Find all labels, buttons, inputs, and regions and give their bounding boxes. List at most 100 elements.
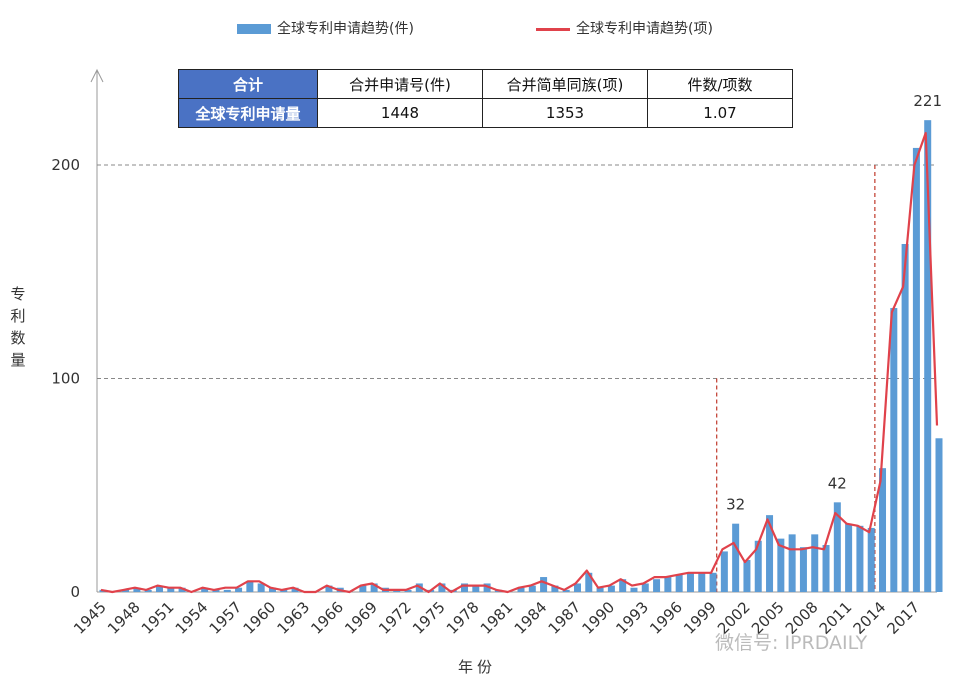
bar-2008 <box>811 534 819 592</box>
x-tick-label: 1957 <box>206 598 246 638</box>
bar-1960 <box>268 587 276 592</box>
bar-1954 <box>201 587 209 592</box>
summary-table: 合计 合并申请号(件) 合并简单同族(项) 件数/项数 全球专利申请量 1448… <box>178 69 793 128</box>
bar-1947 <box>122 589 130 592</box>
x-axis-label: 年份 <box>458 658 497 676</box>
bar-2010 <box>833 502 841 592</box>
x-tick-label: 1972 <box>375 598 415 638</box>
bar-1962 <box>291 587 299 592</box>
watermark: 微信号: IPRDAILY <box>715 632 868 654</box>
x-tick-label: 1984 <box>511 598 551 638</box>
bar-1965 <box>325 585 333 592</box>
bar-2007 <box>799 547 807 592</box>
bar-1989 <box>596 587 604 592</box>
x-tick-label: 1990 <box>578 598 618 638</box>
bar-1995 <box>664 577 672 592</box>
x-tick-label: 1996 <box>646 598 686 638</box>
x-tick-label: 1945 <box>70 598 110 638</box>
y-tick-label: 100 <box>51 370 80 388</box>
x-tick-label: 1966 <box>307 598 347 638</box>
bar-1951 <box>167 587 175 592</box>
bar-1959 <box>257 583 265 592</box>
bar-2015 <box>890 308 898 592</box>
bar-1957 <box>235 587 243 592</box>
bar-1982 <box>517 587 525 592</box>
bar-1984 <box>540 577 548 592</box>
summary-value-ratio: 1.07 <box>647 98 793 128</box>
bar-1958 <box>246 581 254 592</box>
bar-1977 <box>461 583 469 592</box>
bar-1999 <box>709 572 717 592</box>
bar-1996 <box>675 574 683 592</box>
summary-value-families: 1353 <box>482 98 648 128</box>
bar-2019 <box>935 438 943 592</box>
bar-1952 <box>178 587 186 592</box>
x-tick-label: 1960 <box>240 598 280 638</box>
bar-1991 <box>619 579 627 592</box>
bar-2006 <box>788 534 796 592</box>
legend-line-swatch <box>536 27 570 31</box>
bar-2002 <box>743 559 751 592</box>
x-tick-label: 1978 <box>443 598 483 638</box>
bar-2014 <box>879 468 887 592</box>
bar-1969 <box>370 583 378 592</box>
bar-1997 <box>686 572 694 592</box>
y-axis-arrow <box>90 68 104 83</box>
legend-line-entry: 全球专利申请趋势(项) <box>536 18 713 38</box>
bar-2016 <box>901 243 909 592</box>
y-tick-label: 0 <box>70 583 80 601</box>
legend-bar-entry: 全球专利申请趋势(件) <box>237 18 414 38</box>
x-tick-label: 1993 <box>612 598 652 638</box>
data-label-2018: 221 <box>913 92 942 110</box>
summary-header-merged-app: 合并申请号(件) <box>317 69 483 99</box>
bar-2005 <box>777 538 785 592</box>
summary-header-ratio: 件数/项数 <box>647 69 793 99</box>
x-tick-label: 1981 <box>477 598 517 638</box>
bar-1975 <box>438 583 446 592</box>
bar-1998 <box>698 572 706 592</box>
legend-bar-label: 全球专利申请趋势(件) <box>277 21 414 37</box>
bar-2018 <box>924 120 932 592</box>
bar-1979 <box>483 583 491 592</box>
x-tick-label: 1969 <box>341 598 381 638</box>
bar-1992 <box>630 587 638 592</box>
summary-value-applications: 1448 <box>317 98 483 128</box>
bar-2012 <box>856 525 864 592</box>
bar-1983 <box>528 585 536 592</box>
bar-1990 <box>607 585 615 592</box>
x-tick-label: 2017 <box>884 598 924 638</box>
bar-2011 <box>845 523 853 592</box>
series-line-items <box>100 131 939 594</box>
bar-1987 <box>573 583 581 592</box>
y-axis-label: 专利数量 <box>10 285 26 369</box>
bar-1949 <box>144 589 152 592</box>
bar-1968 <box>359 585 367 592</box>
y-tick-label: 200 <box>51 156 80 174</box>
x-tick-label: 1948 <box>104 598 144 638</box>
x-tick-label: 1975 <box>409 598 449 638</box>
bar-1950 <box>155 585 163 592</box>
bar-1988 <box>585 572 593 592</box>
summary-row-label: 全球专利申请量 <box>178 98 318 128</box>
bar-2001 <box>732 523 740 592</box>
bar-1972 <box>404 589 412 592</box>
x-tick-label: 1987 <box>545 598 585 638</box>
summary-data-row: 全球专利申请量 1448 1353 1.07 <box>178 98 793 128</box>
data-label-2001: 32 <box>726 496 745 514</box>
bar-1955 <box>212 589 220 592</box>
bar-2017 <box>912 147 920 593</box>
x-tick-label: 1954 <box>172 598 212 638</box>
bar-2000 <box>720 551 728 592</box>
summary-header-merged-family: 合并简单同族(项) <box>482 69 648 99</box>
x-tick-label: 1951 <box>138 598 178 638</box>
bar-1993 <box>641 583 649 592</box>
x-tick-label: 1999 <box>680 598 720 638</box>
x-tick-label: 1963 <box>273 598 313 638</box>
summary-header-total: 合计 <box>178 69 318 99</box>
data-label-2010: 42 <box>828 474 847 492</box>
bar-2013 <box>867 527 875 592</box>
legend-bar-swatch <box>237 24 271 34</box>
bar-1978 <box>472 585 480 592</box>
